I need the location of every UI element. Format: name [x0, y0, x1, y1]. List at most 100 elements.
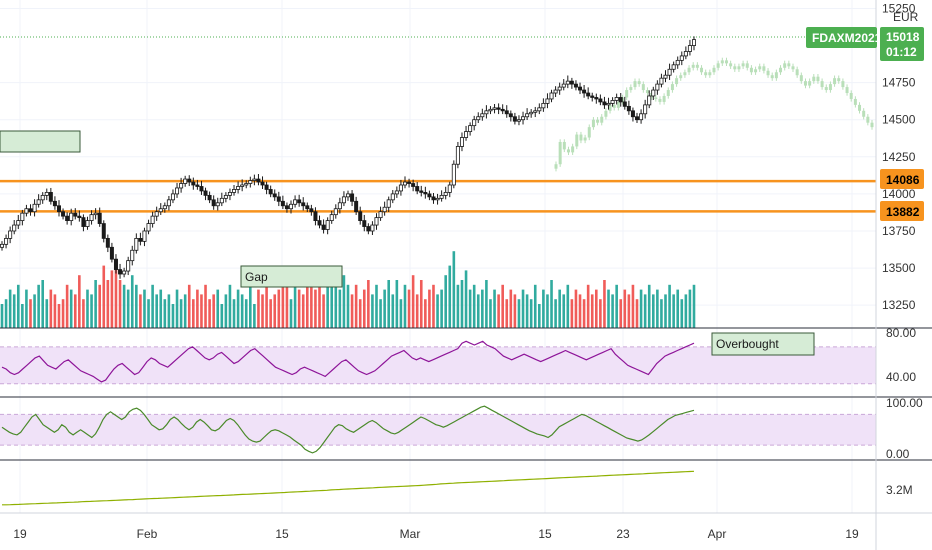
candle-body: [643, 104, 648, 115]
candle-body: [635, 116, 640, 121]
volume-bar: [330, 265, 334, 328]
volume-bar: [57, 304, 61, 328]
ghost-body: [662, 95, 666, 102]
price-scale-tags[interactable]: EUR FDAXM2021 15018 01:12 14086 13882: [806, 10, 924, 221]
level-lines[interactable]: [0, 179, 876, 213]
volume-bar: [86, 289, 89, 328]
volume-bar: [118, 280, 122, 328]
candle-body: [138, 238, 143, 242]
volume-bar: [395, 280, 399, 328]
candle-body: [329, 214, 334, 222]
volume-bar: [481, 289, 484, 328]
candle-body: [16, 220, 21, 226]
volume-bar: [261, 294, 264, 328]
left-annotation-box[interactable]: [0, 130, 81, 153]
ghost-body: [741, 63, 745, 67]
volume-bar: [383, 289, 386, 328]
candle-body: [293, 199, 298, 205]
volume-bar: [647, 284, 651, 328]
candle-body: [301, 202, 306, 207]
volume-bar: [358, 299, 362, 328]
candle-body: [488, 108, 493, 112]
ghost-body: [724, 60, 728, 64]
volume-bar: [277, 289, 281, 328]
volume-bar: [639, 289, 643, 328]
volume-bar: [354, 284, 358, 328]
volume-bar: [155, 294, 158, 328]
candle-body: [162, 205, 167, 210]
candle-body: [443, 192, 448, 196]
volume-bar: [65, 284, 69, 328]
candle-body: [618, 97, 623, 103]
candle-body: [260, 181, 265, 186]
volume-bar: [106, 280, 110, 328]
ghost-body: [828, 84, 832, 91]
ghost-body: [566, 149, 570, 153]
candle-body: [553, 89, 558, 94]
candle-body: [508, 113, 513, 118]
price-candles[interactable]: [0, 36, 697, 279]
volume-bar: [175, 289, 179, 328]
candle-body: [36, 199, 41, 205]
level-tag-14086: 14086: [886, 173, 920, 187]
candle-body: [655, 83, 660, 91]
ghost-body: [754, 69, 758, 73]
volume-bar: [90, 294, 93, 328]
volume-bar: [440, 289, 443, 328]
ghost-body: [853, 98, 857, 105]
volume-bar: [501, 284, 504, 328]
volume-bar: [680, 299, 684, 328]
volume-bar: [623, 289, 627, 328]
ghost-body: [762, 66, 766, 71]
candle-body: [516, 119, 521, 122]
ghost-body: [637, 81, 641, 85]
candle-body: [130, 249, 135, 262]
ghost-body: [575, 134, 579, 147]
candle-body: [73, 212, 78, 217]
gap-annotation[interactable]: Gap: [240, 265, 343, 288]
volume-bar: [513, 294, 517, 328]
candle-body: [154, 211, 159, 217]
candle-body: [402, 181, 407, 186]
volume-bar: [310, 270, 313, 328]
ghost-body: [858, 104, 862, 111]
volume-bar: [375, 284, 378, 328]
candle-body: [647, 95, 652, 106]
candle-body: [183, 178, 188, 184]
ghost-body: [841, 81, 845, 88]
price-tick-label: 15250: [882, 1, 916, 15]
gap-label: Gap: [245, 270, 268, 284]
volume-bar: [362, 289, 366, 328]
ghost-body: [866, 116, 870, 123]
candle-body: [521, 116, 526, 121]
candle-body: [101, 223, 106, 239]
volume-bar: [240, 294, 244, 328]
candle-body: [81, 217, 86, 227]
volume-bar: [550, 280, 553, 328]
volume-bar: [326, 284, 329, 328]
candle-body: [622, 101, 627, 107]
candle-body: [386, 199, 391, 208]
volume-bar: [643, 294, 647, 328]
overbought-annotation[interactable]: Overbought: [711, 332, 815, 356]
volume-bar: [200, 294, 203, 328]
volume-bar: [179, 299, 183, 328]
candle-body: [179, 183, 184, 189]
candle-body: [61, 211, 66, 217]
candle-body: [69, 212, 74, 222]
volume-bar: [265, 280, 268, 328]
ghost-body: [720, 60, 724, 64]
candle-body: [667, 68, 672, 76]
volume-bar: [672, 294, 675, 328]
candle-body: [464, 131, 469, 138]
candle-body: [415, 186, 420, 192]
candle-body: [541, 102, 546, 109]
volume-bar: [135, 284, 138, 328]
volume-bar: [468, 289, 472, 328]
volume-bar: [281, 280, 285, 328]
candle-body: [362, 220, 367, 227]
candle-body: [337, 202, 342, 210]
volume-bar: [542, 289, 545, 328]
volume-bar: [228, 284, 232, 328]
